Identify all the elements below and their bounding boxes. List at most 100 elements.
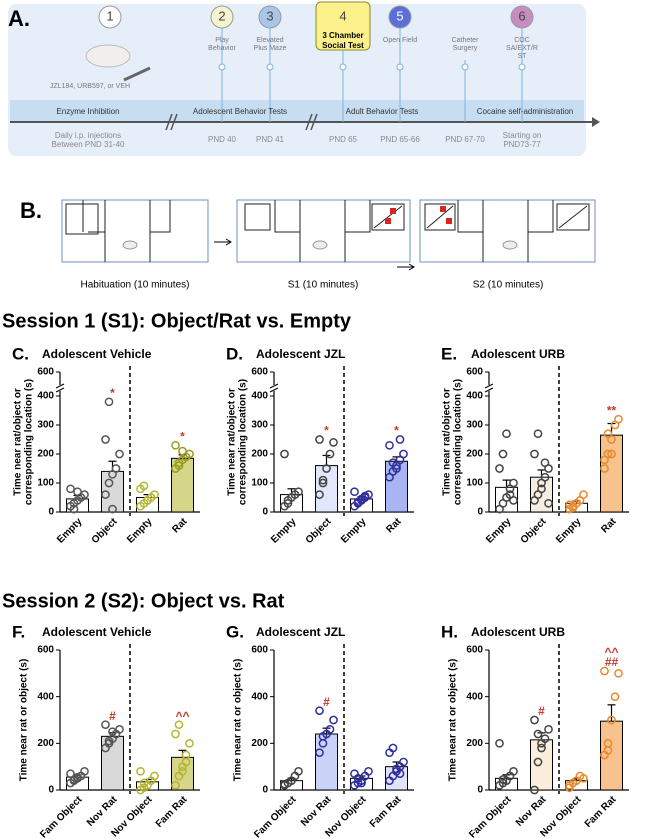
- data-point: [171, 729, 180, 739]
- x-tick-label: Fam Object: [38, 794, 85, 839]
- data-point: [108, 727, 117, 737]
- y-tick-label: 400: [37, 391, 54, 402]
- data-point: [568, 503, 578, 512]
- data-point: [399, 757, 408, 767]
- step-label: JZL184, URB597, or VEH: [50, 83, 130, 90]
- session-title: Session 2 (S2): Object vs. Rat: [2, 590, 285, 612]
- data-point: [315, 748, 324, 758]
- step-label: Social Test: [322, 41, 364, 50]
- data-point: [537, 743, 546, 753]
- data-point: [318, 478, 328, 488]
- data-point: [530, 449, 539, 459]
- arrow: [214, 238, 415, 271]
- step-label: Catheter: [452, 37, 480, 44]
- data-point: [579, 490, 588, 499]
- data-point: [357, 778, 366, 788]
- significance: *: [394, 424, 399, 438]
- panel-caption: S1 (10 minutes): [288, 280, 359, 291]
- significance: *: [180, 429, 185, 443]
- data-point: [360, 491, 370, 501]
- data-point: [614, 668, 623, 678]
- data-point: [73, 487, 82, 497]
- data-point: [104, 736, 114, 746]
- data-point: [495, 738, 504, 748]
- timeline-break: [165, 113, 318, 131]
- data-point: [150, 771, 159, 781]
- y-tick-label: 200: [466, 738, 483, 749]
- y-axis-label: corresponding location (s): [453, 379, 464, 505]
- x-tick-label: Rat: [170, 516, 190, 536]
- y-axis-label: Time near rat or object (s): [448, 659, 459, 782]
- data-point: [280, 779, 289, 789]
- data-point: [101, 435, 110, 444]
- x-tick-label: Nov Rat: [299, 794, 334, 829]
- step-day: PND73-77: [503, 140, 541, 149]
- step-label: Elevated: [256, 37, 283, 44]
- significance: #: [538, 704, 545, 718]
- data-point: [294, 766, 303, 776]
- chamber-box: [236, 199, 411, 263]
- data-point: [509, 478, 518, 488]
- data-point: [174, 720, 184, 730]
- data-point: [185, 449, 194, 459]
- data-point: [318, 731, 328, 741]
- y-tick-label: 0: [262, 507, 268, 518]
- x-tick-label: Object: [90, 516, 120, 546]
- y-axis-label: Time near rat or object (s): [19, 659, 30, 782]
- data-point: [178, 446, 187, 456]
- object-icon: [385, 218, 391, 224]
- chart-title: Adolescent Vehicle: [42, 347, 152, 361]
- step-day: PND 67-70: [445, 135, 485, 144]
- chamber-walls: [65, 200, 171, 262]
- y-tick-label: 100: [251, 478, 268, 489]
- data-point: [607, 715, 616, 725]
- significance: #: [109, 709, 116, 723]
- bar: [600, 434, 623, 513]
- section-label: Enzyme Inhibition: [56, 107, 119, 116]
- data-point: [509, 496, 518, 505]
- object-icon: [440, 206, 446, 212]
- step-day: PND 41: [256, 135, 285, 144]
- data-point: [318, 475, 328, 485]
- y-axis-label: Time near rat/object or: [13, 388, 24, 496]
- data-point: [139, 481, 149, 491]
- x-tick-label: Object: [519, 516, 549, 546]
- panel-letter: E.: [441, 344, 457, 363]
- data-point: [530, 715, 539, 725]
- data-point: [315, 490, 324, 499]
- y-tick-label: 400: [466, 391, 483, 402]
- y-tick-label: 300: [37, 420, 54, 431]
- data-point: [533, 757, 543, 767]
- axis-break: [55, 383, 65, 393]
- data-point: [150, 490, 159, 499]
- data-point: [80, 766, 89, 776]
- data-point: [315, 706, 324, 716]
- data-point: [171, 440, 180, 450]
- data-point: [610, 692, 620, 702]
- data-point: [600, 464, 609, 473]
- x-tick-label: Fam Rat: [154, 794, 190, 830]
- significance: **: [607, 403, 617, 417]
- rat-icon: [122, 240, 138, 250]
- y-tick-label: 0: [262, 785, 268, 796]
- y-tick-label: 0: [48, 785, 54, 796]
- y-tick-label: 200: [37, 738, 54, 749]
- panel-letter: B.: [20, 198, 42, 223]
- step-label: Plus Maze: [254, 45, 287, 52]
- data-point: [350, 487, 359, 497]
- y-tick-label: 300: [251, 420, 268, 431]
- panel-letter: D.: [226, 344, 243, 363]
- x-tick-label: Fam Object: [467, 794, 514, 839]
- y-tick-label: 400: [251, 691, 268, 702]
- data-point: [325, 724, 335, 734]
- rat-icon: [502, 240, 518, 250]
- data-point: [395, 769, 405, 779]
- panel-b: [61, 199, 596, 271]
- data-point: [364, 766, 373, 776]
- data-point: [143, 496, 152, 505]
- y-tick-label: 600: [37, 367, 54, 378]
- y-axis-label: Time near rat or object (s): [233, 659, 244, 782]
- significance: #: [323, 695, 330, 709]
- y-axis-label: Time near rat/object or: [442, 388, 453, 496]
- step-day: PND 65: [329, 135, 358, 144]
